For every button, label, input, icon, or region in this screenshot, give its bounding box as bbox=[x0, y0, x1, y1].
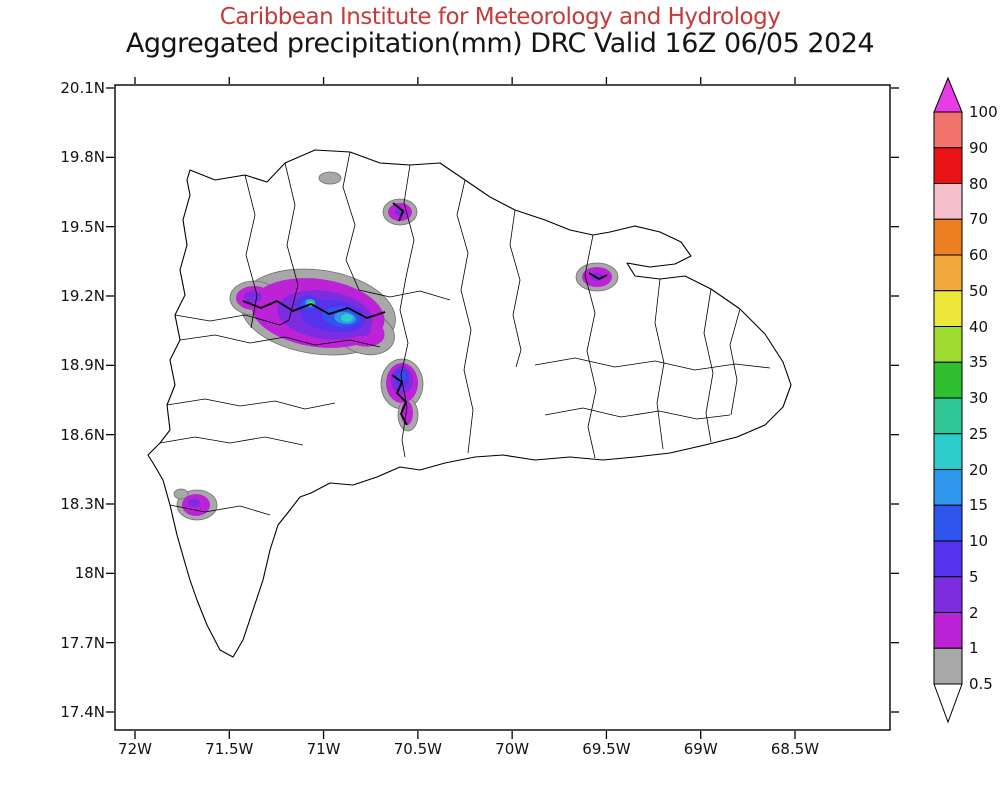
colorbar-tick-label: 25 bbox=[969, 424, 989, 443]
country-outline bbox=[147, 149, 792, 658]
lat-tick-label: 19.8N bbox=[60, 148, 105, 167]
lon-tick-label: 71.5W bbox=[205, 740, 254, 758]
province-border bbox=[654, 278, 665, 450]
colorbar-segment bbox=[933, 254, 963, 292]
colorbar-tick-label: 60 bbox=[969, 246, 989, 264]
colorbar-segment bbox=[933, 183, 963, 220]
province-border bbox=[584, 234, 597, 459]
colorbar-segment bbox=[933, 433, 963, 470]
colorbar-tick-label: 50 bbox=[969, 281, 989, 300]
province-border bbox=[284, 162, 299, 321]
lon-tick-label: 69.5W bbox=[582, 740, 631, 758]
colorbar-tick-label: 35 bbox=[969, 353, 989, 372]
plot-frame bbox=[114, 84, 891, 731]
lat-tick-label: 19.2N bbox=[60, 286, 105, 305]
colorbar-tick-label: 30 bbox=[969, 389, 989, 407]
lat-tick-label: 18N bbox=[74, 564, 105, 583]
colorbar-tick-label: 20 bbox=[969, 460, 989, 479]
country-map bbox=[147, 149, 792, 658]
province-border bbox=[179, 334, 381, 348]
province-borders bbox=[159, 151, 771, 516]
colorbar bbox=[933, 76, 963, 724]
colorbar-segment bbox=[933, 290, 963, 327]
colorbar-segment bbox=[933, 361, 963, 399]
colorbar-segment bbox=[933, 111, 963, 149]
precipitation-shading bbox=[173, 171, 619, 521]
lon-tick-label: 70W bbox=[495, 740, 530, 758]
colorbar-segment bbox=[933, 576, 963, 613]
precip-contour-gray bbox=[173, 488, 189, 500]
basin-boundary bbox=[242, 202, 608, 426]
precip-contour-vio bbox=[188, 499, 200, 507]
colorbar-tick-label: 80 bbox=[969, 174, 989, 193]
lat-tick-label: 17.7N bbox=[60, 633, 105, 652]
lat-tick-label: 18.6N bbox=[60, 425, 105, 444]
colorbar-segment bbox=[933, 647, 963, 685]
province-border bbox=[534, 357, 771, 371]
province-border bbox=[729, 308, 741, 416]
colorbar-segment bbox=[933, 612, 963, 649]
figure-title: Aggregated precipitation(mm) DRC Valid 1… bbox=[125, 28, 875, 59]
colorbar-segment bbox=[933, 540, 963, 578]
colorbar-tick-label: 1 bbox=[969, 639, 979, 658]
lon-tick-label: 69W bbox=[683, 740, 718, 758]
lat-tick-label: 19.5N bbox=[60, 217, 105, 236]
precip-contour-gray bbox=[318, 171, 342, 185]
province-border bbox=[403, 164, 415, 278]
colorbar-tick-label: 10 bbox=[969, 532, 989, 550]
province-border bbox=[342, 151, 360, 291]
colorbar-tick-label: 15 bbox=[969, 496, 989, 515]
basin-boundary-line bbox=[392, 202, 404, 222]
basin-boundary-line bbox=[588, 272, 608, 280]
colorbar-segment bbox=[933, 218, 963, 256]
province-border bbox=[703, 288, 714, 443]
colorbar-segment bbox=[933, 504, 963, 542]
lat-tick-label: 18.9N bbox=[60, 356, 105, 375]
precip-contour-vio bbox=[244, 291, 262, 303]
province-border bbox=[456, 179, 474, 454]
province-border bbox=[544, 407, 731, 420]
colorbar-tick-label: 2 bbox=[969, 603, 979, 622]
lat-tick-label: 20.1N bbox=[60, 79, 105, 97]
colorbar-tick-label: 90 bbox=[969, 138, 989, 157]
precip-contour-pur bbox=[401, 401, 413, 425]
basin-boundary-line bbox=[391, 374, 408, 426]
basin-boundary-line bbox=[242, 300, 386, 319]
colorbar-segment bbox=[933, 147, 963, 184]
province-border bbox=[399, 276, 409, 458]
province-border bbox=[166, 398, 336, 410]
lat-tick-label: 17.4N bbox=[60, 702, 105, 721]
axis-ticks bbox=[106, 77, 899, 739]
colorbar-tick-label: 5 bbox=[969, 567, 979, 586]
colorbar-arrow-top bbox=[933, 76, 963, 113]
lon-tick-label: 68.5W bbox=[770, 740, 820, 758]
institute-title: Caribbean Institute for Meteorology and … bbox=[219, 4, 781, 30]
colorbar-segment bbox=[933, 326, 963, 363]
colorbar-tick-label: 70 bbox=[969, 210, 989, 229]
colorbar-tick-label: 100 bbox=[969, 103, 998, 121]
colorbar-arrow-bottom bbox=[933, 683, 963, 724]
province-border bbox=[174, 314, 290, 326]
precip-contour-blu bbox=[398, 371, 406, 381]
lon-tick-label: 71W bbox=[306, 740, 341, 758]
colorbar-tick-label: 0.5 bbox=[969, 675, 993, 693]
province-border bbox=[358, 289, 451, 301]
precip-contour-cyn bbox=[341, 314, 353, 322]
colorbar-tick-label: 40 bbox=[969, 317, 989, 336]
lon-tick-label: 70.5W bbox=[393, 740, 442, 758]
province-border bbox=[159, 436, 304, 446]
lon-tick-label: 72W bbox=[118, 740, 152, 758]
province-border bbox=[509, 209, 522, 368]
colorbar-segment bbox=[933, 469, 963, 506]
province-border bbox=[169, 504, 271, 516]
lat-tick-label: 18.3N bbox=[60, 494, 105, 513]
colorbar-segment bbox=[933, 397, 963, 435]
